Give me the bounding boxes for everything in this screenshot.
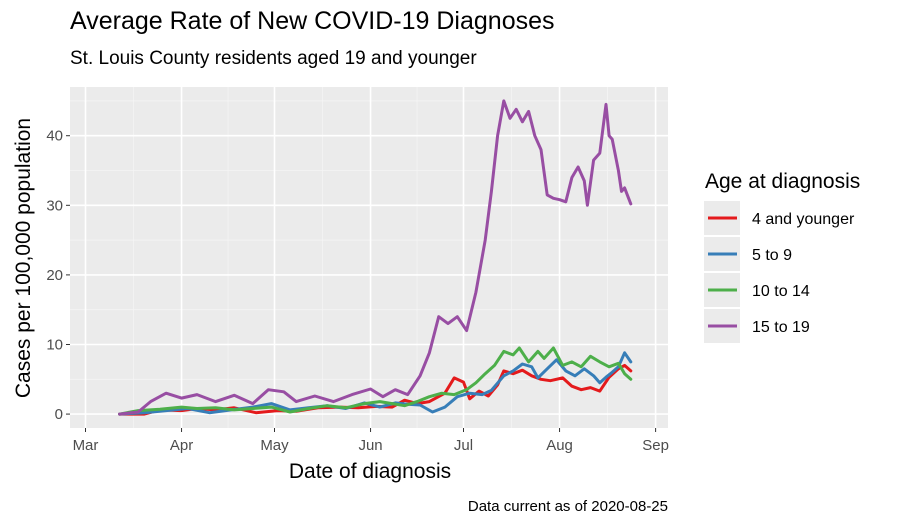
chart-subtitle: St. Louis County residents aged 19 and y… — [70, 48, 477, 69]
series-line-10-to-14 — [118, 346, 633, 416]
plot-panel — [70, 87, 668, 428]
series-lines — [118, 99, 633, 416]
y-tick-label: 0 — [55, 406, 63, 423]
x-tick-label: Apr — [170, 437, 193, 454]
legend-item-label: 5 to 9 — [752, 247, 792, 264]
chart-title: Average Rate of New COVID-19 Diagnoses — [70, 7, 555, 35]
x-axis-title: Date of diagnosis — [289, 460, 451, 483]
x-tick-label: May — [260, 437, 289, 454]
y-axis-title: Cases per 100,000 population — [12, 118, 35, 398]
series-line-5-to-9 — [118, 351, 633, 416]
x-tick-label: Sep — [642, 437, 669, 454]
legend-title: Age at diagnosis — [705, 170, 860, 193]
x-axis: Mar Apr May Jun Jul Aug Sep — [73, 428, 669, 454]
x-tick-label: Jul — [454, 437, 473, 454]
major-gridlines — [70, 87, 668, 428]
legend-item-label: 15 to 19 — [752, 319, 810, 336]
y-tick-label: 20 — [46, 267, 63, 284]
legend-item-label: 10 to 14 — [752, 283, 810, 300]
x-tick-label: Jun — [358, 437, 382, 454]
x-tick-label: Mar — [73, 437, 99, 454]
series-line-15-to-19 — [118, 99, 633, 416]
data-date-caption: Data current as of 2020-08-25 — [468, 498, 668, 515]
y-axis: 0 10 20 30 40 — [46, 128, 70, 423]
legend: Age at diagnosis 4 and younger 5 to 9 10 t… — [704, 170, 860, 343]
x-tick-label: Aug — [546, 437, 573, 454]
legend-item-label: 4 and younger — [752, 211, 855, 228]
y-tick-label: 40 — [46, 128, 63, 145]
y-tick-label: 10 — [46, 336, 63, 353]
y-tick-label: 30 — [46, 197, 63, 214]
